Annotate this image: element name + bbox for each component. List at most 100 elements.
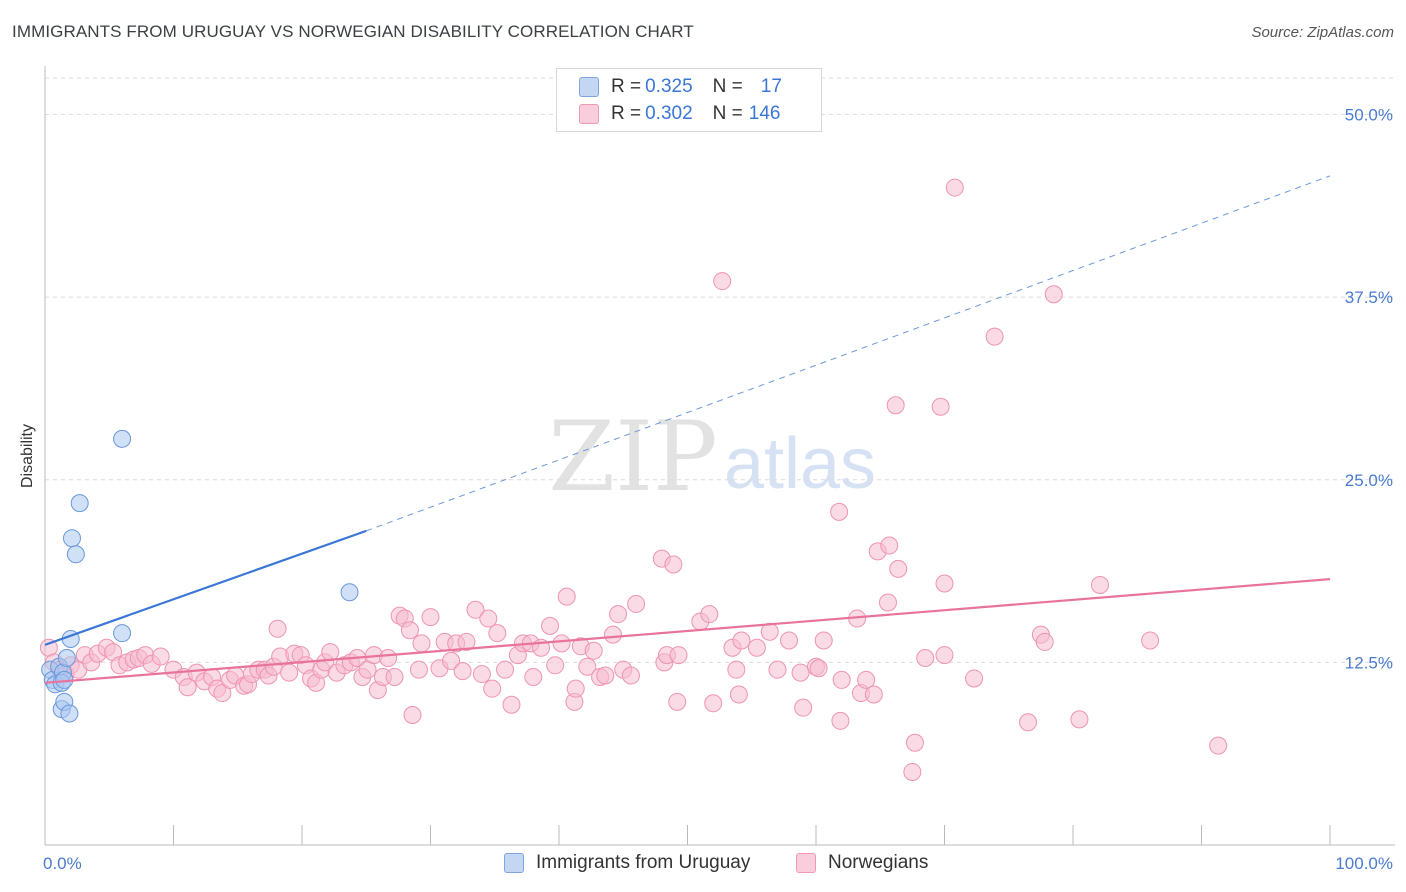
norwegians-point bbox=[552, 634, 571, 653]
norwegians-point bbox=[794, 698, 813, 717]
series-swatch-uruguay bbox=[504, 853, 524, 873]
norwegians-point bbox=[379, 648, 398, 667]
norwegians-point bbox=[409, 660, 428, 679]
chart-title: IMMIGRANTS FROM URUGUAY VS NORWEGIAN DIS… bbox=[12, 22, 694, 41]
x-tick-label: 0.0% bbox=[43, 854, 82, 873]
norwegians-point bbox=[541, 616, 560, 635]
norwegians-point bbox=[596, 666, 615, 685]
series-legend-norwegians: Norwegians bbox=[796, 852, 928, 874]
legend-row-norwegians: R = 0.302 N = 146 bbox=[579, 101, 780, 127]
tick-labels: 12.5% 25.0% 37.5% 50.0% 0.0% 100.0% bbox=[43, 106, 1393, 873]
norwegians-point bbox=[178, 678, 197, 697]
norwegians-point bbox=[621, 666, 640, 685]
norwegians-point bbox=[457, 632, 476, 651]
norwegians-point bbox=[905, 733, 924, 752]
norwegians-point bbox=[857, 670, 876, 689]
x-tick-label: 100.0% bbox=[1335, 854, 1393, 873]
norwegians-point bbox=[768, 660, 787, 679]
legend-n-label: N = bbox=[712, 103, 743, 124]
norwegians-point bbox=[814, 631, 833, 650]
norwegians-trend-line bbox=[44, 578, 1331, 684]
norwegians-point bbox=[442, 651, 461, 670]
norwegians-point bbox=[668, 692, 687, 711]
norwegians-point bbox=[830, 502, 849, 521]
norwegians-point bbox=[864, 685, 883, 704]
norwegians-point bbox=[729, 685, 748, 704]
norwegians-point bbox=[584, 641, 603, 660]
norwegians-point bbox=[945, 178, 964, 197]
norwegians-point bbox=[496, 660, 515, 679]
legend-r-label: R = bbox=[611, 103, 642, 124]
norwegians-point bbox=[566, 679, 585, 698]
norwegians-point bbox=[965, 669, 984, 688]
norwegians-point bbox=[403, 705, 422, 724]
uruguay-point bbox=[113, 429, 132, 448]
trend-lines bbox=[44, 175, 1331, 684]
norwegians-point bbox=[268, 619, 287, 638]
norwegians-point bbox=[1019, 713, 1038, 732]
legend-r-label: R = bbox=[611, 76, 642, 97]
norwegians-point bbox=[479, 609, 498, 628]
norwegians-point bbox=[546, 656, 565, 675]
grid bbox=[45, 77, 1395, 663]
norwegians-point bbox=[664, 555, 683, 574]
norwegians-point bbox=[421, 608, 440, 627]
source-label: Source: ZipAtlas.com bbox=[1251, 24, 1394, 41]
norwegians-point bbox=[727, 660, 746, 679]
norwegians-point bbox=[557, 587, 576, 606]
legend-row-uruguay: R = 0.325 N = 17 bbox=[579, 74, 782, 100]
norwegians-point bbox=[704, 694, 723, 713]
norwegians-point bbox=[931, 397, 950, 416]
y-tick-label: 50.0% bbox=[1345, 106, 1393, 125]
axes bbox=[44, 66, 1395, 846]
stats-legend: R = 0.325 N = 17 R = 0.302 N = 146 bbox=[556, 68, 822, 132]
legend-n-label: N = bbox=[712, 76, 743, 97]
uruguay-point bbox=[62, 529, 81, 548]
legend-swatch-norwegians bbox=[579, 104, 599, 124]
norwegians-point bbox=[732, 631, 751, 650]
norwegians-point bbox=[985, 327, 1004, 346]
norwegians-point bbox=[831, 711, 850, 730]
legend-n-value: 146 bbox=[748, 103, 781, 124]
norwegians-point bbox=[935, 646, 954, 665]
norwegians-point bbox=[809, 659, 828, 678]
norwegians-point bbox=[878, 593, 897, 612]
norwegians-point bbox=[453, 662, 472, 681]
norwegians-point bbox=[903, 762, 922, 781]
watermark-atlas: atlas bbox=[724, 424, 876, 504]
series-swatch-norwegians bbox=[796, 853, 816, 873]
legend-r-value: 0.325 bbox=[645, 76, 693, 97]
norwegians-point bbox=[760, 622, 779, 641]
norwegians-point bbox=[466, 600, 485, 619]
series-label-norwegians: Norwegians bbox=[828, 852, 929, 873]
legend-swatch-uruguay bbox=[579, 77, 599, 97]
uruguay-point bbox=[66, 545, 85, 564]
norwegians-point bbox=[213, 684, 232, 703]
watermark-zip: ZIP bbox=[548, 401, 717, 513]
norwegians-point bbox=[1090, 575, 1109, 594]
uruguay-point bbox=[70, 494, 89, 513]
norwegians-point bbox=[1035, 632, 1054, 651]
norwegians-point bbox=[524, 667, 543, 686]
uruguay-trend-line bbox=[44, 529, 367, 646]
norwegians-point bbox=[886, 396, 905, 415]
norwegians-point bbox=[400, 621, 419, 640]
norwegians-point bbox=[321, 643, 340, 662]
y-tick-label: 12.5% bbox=[1345, 653, 1393, 672]
uruguay-point bbox=[340, 583, 359, 602]
norwegians-point bbox=[483, 679, 502, 698]
norwegians-point bbox=[916, 648, 935, 667]
norwegians-point bbox=[747, 638, 766, 657]
uruguay-point bbox=[60, 704, 79, 723]
norwegians-point bbox=[1070, 710, 1089, 729]
norwegians-point bbox=[609, 605, 628, 624]
series-label-uruguay: Immigrants from Uruguay bbox=[536, 852, 751, 873]
norwegians-point bbox=[472, 665, 491, 684]
norwegians-point bbox=[1209, 736, 1228, 755]
legend-r-value: 0.302 bbox=[645, 103, 693, 124]
norwegians-point bbox=[488, 624, 507, 643]
norwegians-point bbox=[412, 634, 431, 653]
uruguay-point bbox=[113, 624, 132, 643]
norwegians-point bbox=[1141, 631, 1160, 650]
